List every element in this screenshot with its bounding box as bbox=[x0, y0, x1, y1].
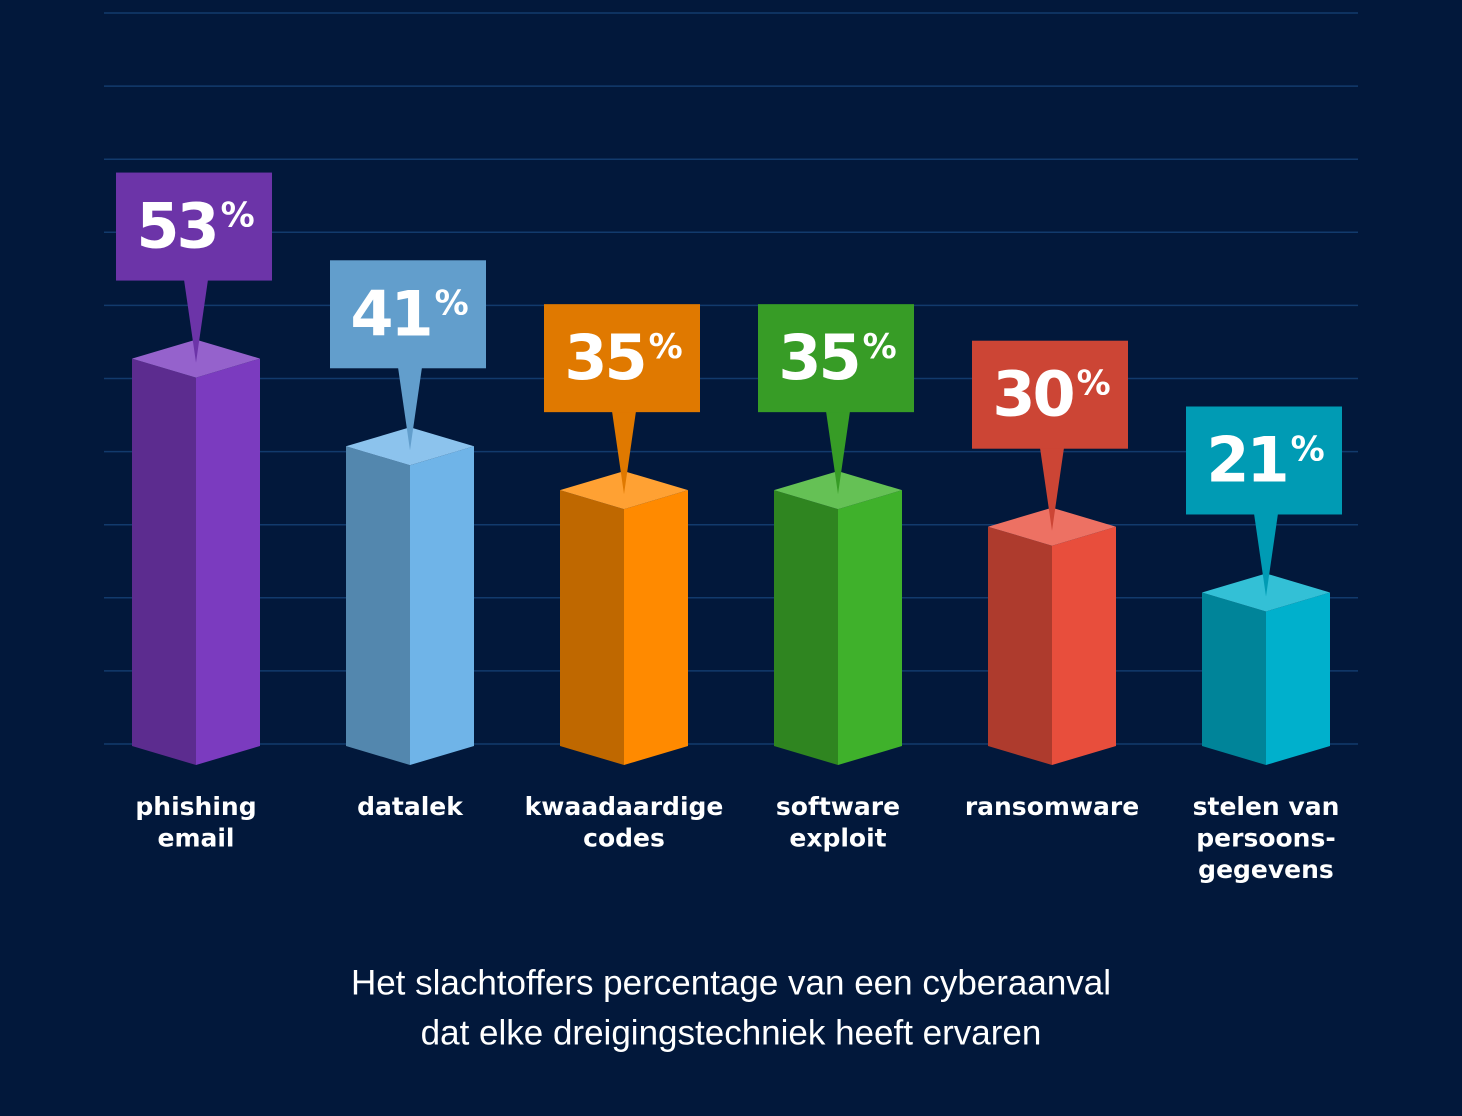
x-tick-label: kwaadaardige bbox=[525, 792, 724, 821]
x-tick-label: datalek bbox=[357, 792, 464, 821]
callout-box bbox=[758, 304, 914, 413]
value-label: 35% bbox=[564, 321, 681, 394]
bar-left-face bbox=[346, 446, 410, 765]
x-tick-label: exploit bbox=[789, 824, 886, 853]
x-tick-label: persoons- bbox=[1196, 824, 1335, 853]
value-label: 35% bbox=[778, 321, 895, 394]
caption-line: dat elke dreigingstechniek heeft ervaren bbox=[421, 1013, 1042, 1052]
x-tick-label: software bbox=[776, 792, 900, 821]
callout-box bbox=[544, 304, 700, 413]
x-tick-label: email bbox=[157, 824, 234, 853]
callout-pointer bbox=[1254, 513, 1278, 597]
bar-right-face bbox=[624, 490, 688, 765]
x-tick-label: ransomware bbox=[965, 792, 1139, 821]
x-tick-label: codes bbox=[583, 824, 665, 853]
bar-left-face bbox=[1202, 592, 1266, 765]
bar-left-face bbox=[988, 526, 1052, 765]
callout-pointer bbox=[612, 411, 636, 495]
callout-pointer bbox=[826, 411, 850, 495]
callout-pointer bbox=[1040, 447, 1064, 531]
value-label: 41% bbox=[350, 277, 467, 350]
bar-right-face bbox=[410, 446, 474, 765]
caption-line: Het slachtoffers percentage van een cybe… bbox=[351, 963, 1111, 1002]
grid bbox=[104, 12, 1358, 745]
callout-pointer bbox=[184, 279, 208, 363]
bar-right-face bbox=[1052, 526, 1116, 765]
x-tick-label: gegevens bbox=[1198, 855, 1334, 884]
value-label: 30% bbox=[992, 358, 1109, 431]
bar-left-face bbox=[774, 490, 838, 765]
callout-box bbox=[330, 260, 486, 369]
value-label: 53% bbox=[136, 190, 253, 263]
bar-right-face bbox=[1266, 592, 1330, 765]
bar-right-face bbox=[196, 358, 260, 765]
callout-box bbox=[972, 340, 1128, 449]
callout-pointer bbox=[398, 367, 422, 451]
bar-right-face bbox=[838, 490, 902, 765]
x-tick-label: stelen van bbox=[1193, 792, 1340, 821]
bar-left-face bbox=[560, 490, 624, 765]
x-tick-label: phishing bbox=[135, 792, 256, 821]
callout-box bbox=[1186, 406, 1342, 515]
value-label: 21% bbox=[1206, 424, 1323, 497]
callout-box bbox=[116, 172, 272, 281]
bar-left-face bbox=[132, 358, 196, 765]
